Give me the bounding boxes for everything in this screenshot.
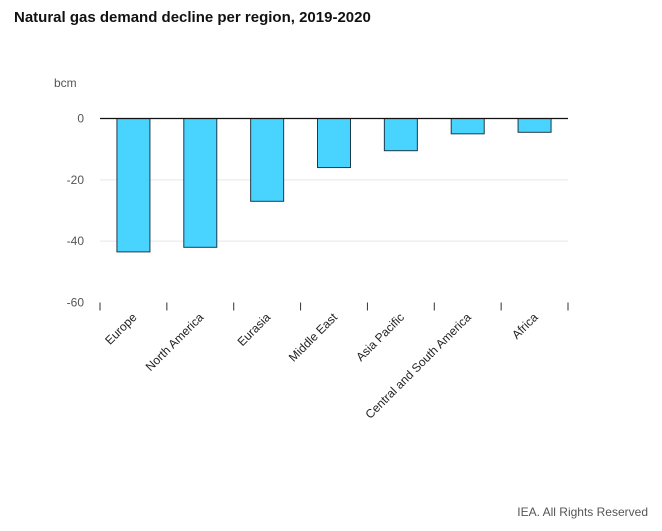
y-tick-label: -40	[67, 234, 85, 248]
x-tick-label: Africa	[509, 310, 541, 342]
chart-title: Natural gas demand decline per region, 2…	[14, 9, 371, 26]
bar-europe	[116, 118, 151, 253]
gridlines	[100, 179, 568, 242]
x-tick-label: Europe	[102, 310, 139, 347]
x-tick-label: Eurasia	[235, 310, 274, 349]
x-tick-label: North America	[143, 310, 207, 374]
y-tick-label: -60	[67, 296, 85, 310]
bars	[116, 118, 552, 253]
bar-north-america	[183, 118, 218, 248]
credit-text: IEA. All Rights Reserved	[517, 505, 648, 519]
bar-eurasia	[250, 118, 285, 202]
x-tick-label: Asia Pacific	[353, 310, 407, 364]
bar-middle-east	[317, 118, 351, 169]
bar-asia-pacific	[383, 118, 418, 152]
x-tick-label: Middle East	[286, 310, 341, 365]
y-axis-unit-label: bcm	[54, 76, 77, 90]
y-tick-label: 0	[77, 112, 84, 126]
axes	[99, 117, 569, 311]
y-tick-label: -20	[67, 173, 85, 187]
bar-africa	[517, 118, 552, 133]
bar-central-and-south-america	[450, 118, 485, 135]
